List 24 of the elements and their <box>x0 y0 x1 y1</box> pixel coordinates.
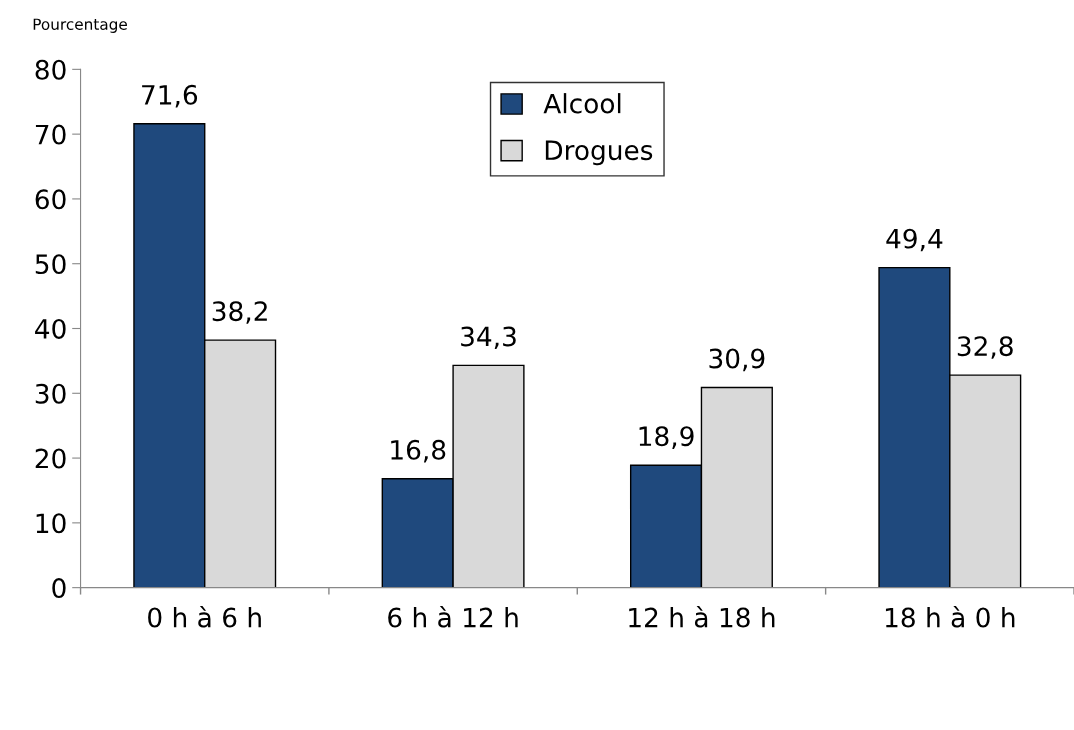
y-tick-label: 80 <box>35 59 66 80</box>
y-tick-label: 60 <box>35 189 66 210</box>
y-axis-title: Pourcentage <box>33 18 127 33</box>
data-label: 71,6 <box>142 84 198 108</box>
data-label: 38,2 <box>212 301 267 324</box>
y-tick-label: 20 <box>35 448 66 469</box>
x-tick-label: 12 h à 18 h <box>629 606 775 628</box>
data-label: 16,8 <box>391 439 446 463</box>
y-tick-label: 40 <box>35 318 66 339</box>
y-tick-label: 70 <box>35 124 66 145</box>
y-tick-label: 0 <box>52 578 66 599</box>
data-label: 34,3 <box>461 326 516 350</box>
y-tick-label: 30 <box>35 383 66 404</box>
legend-label: Drogues <box>545 140 653 166</box>
y-tick-label: 10 <box>36 513 66 534</box>
y-tick-label: 50 <box>35 254 66 275</box>
data-label: 49,4 <box>886 228 943 252</box>
data-label: 18,9 <box>639 426 694 449</box>
legend-label: Alcool <box>543 93 621 114</box>
data-label: 30,9 <box>709 348 765 372</box>
x-tick-label: 6 h à 12 h <box>388 606 518 628</box>
data-label: 32,8 <box>957 336 1013 359</box>
x-tick-label: 18 h à 0 h <box>885 606 1015 628</box>
x-tick-label: 0 h à 6 h <box>148 606 261 628</box>
